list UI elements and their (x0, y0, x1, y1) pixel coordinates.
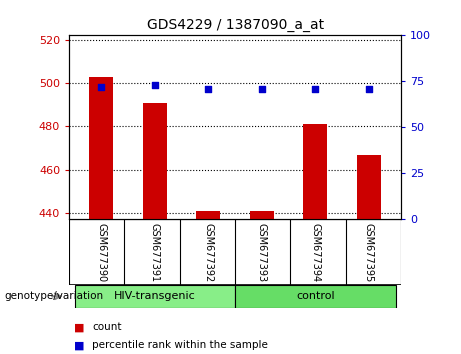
Point (258, 86, 266, 92)
Bar (75, 285, 235, 308)
Text: ■: ■ (74, 322, 84, 332)
Point (98, 84, 105, 90)
Point (312, 86, 319, 92)
Text: percentile rank within the sample: percentile rank within the sample (92, 340, 268, 350)
Point (365, 86, 372, 92)
Text: control: control (296, 291, 335, 302)
Bar (235, 285, 396, 308)
Point (151, 82, 159, 88)
Bar (89, 76, 113, 219)
Text: HIV-transgenic: HIV-transgenic (114, 291, 195, 302)
Bar (357, 154, 381, 219)
Text: GSM677394: GSM677394 (310, 223, 320, 282)
Bar (303, 124, 327, 219)
Text: ■: ■ (74, 340, 84, 350)
Title: GDS4229 / 1387090_a_at: GDS4229 / 1387090_a_at (147, 18, 324, 32)
Text: genotype/variation: genotype/variation (5, 291, 104, 301)
Bar (143, 103, 167, 219)
Text: GSM677391: GSM677391 (150, 223, 160, 282)
Bar (196, 211, 220, 219)
Text: count: count (92, 322, 122, 332)
Text: GSM677390: GSM677390 (96, 223, 106, 282)
Text: GSM677392: GSM677392 (203, 223, 213, 282)
Text: GSM677395: GSM677395 (364, 223, 374, 282)
Text: GSM677393: GSM677393 (257, 223, 267, 282)
Point (205, 86, 212, 92)
Bar (250, 211, 274, 219)
